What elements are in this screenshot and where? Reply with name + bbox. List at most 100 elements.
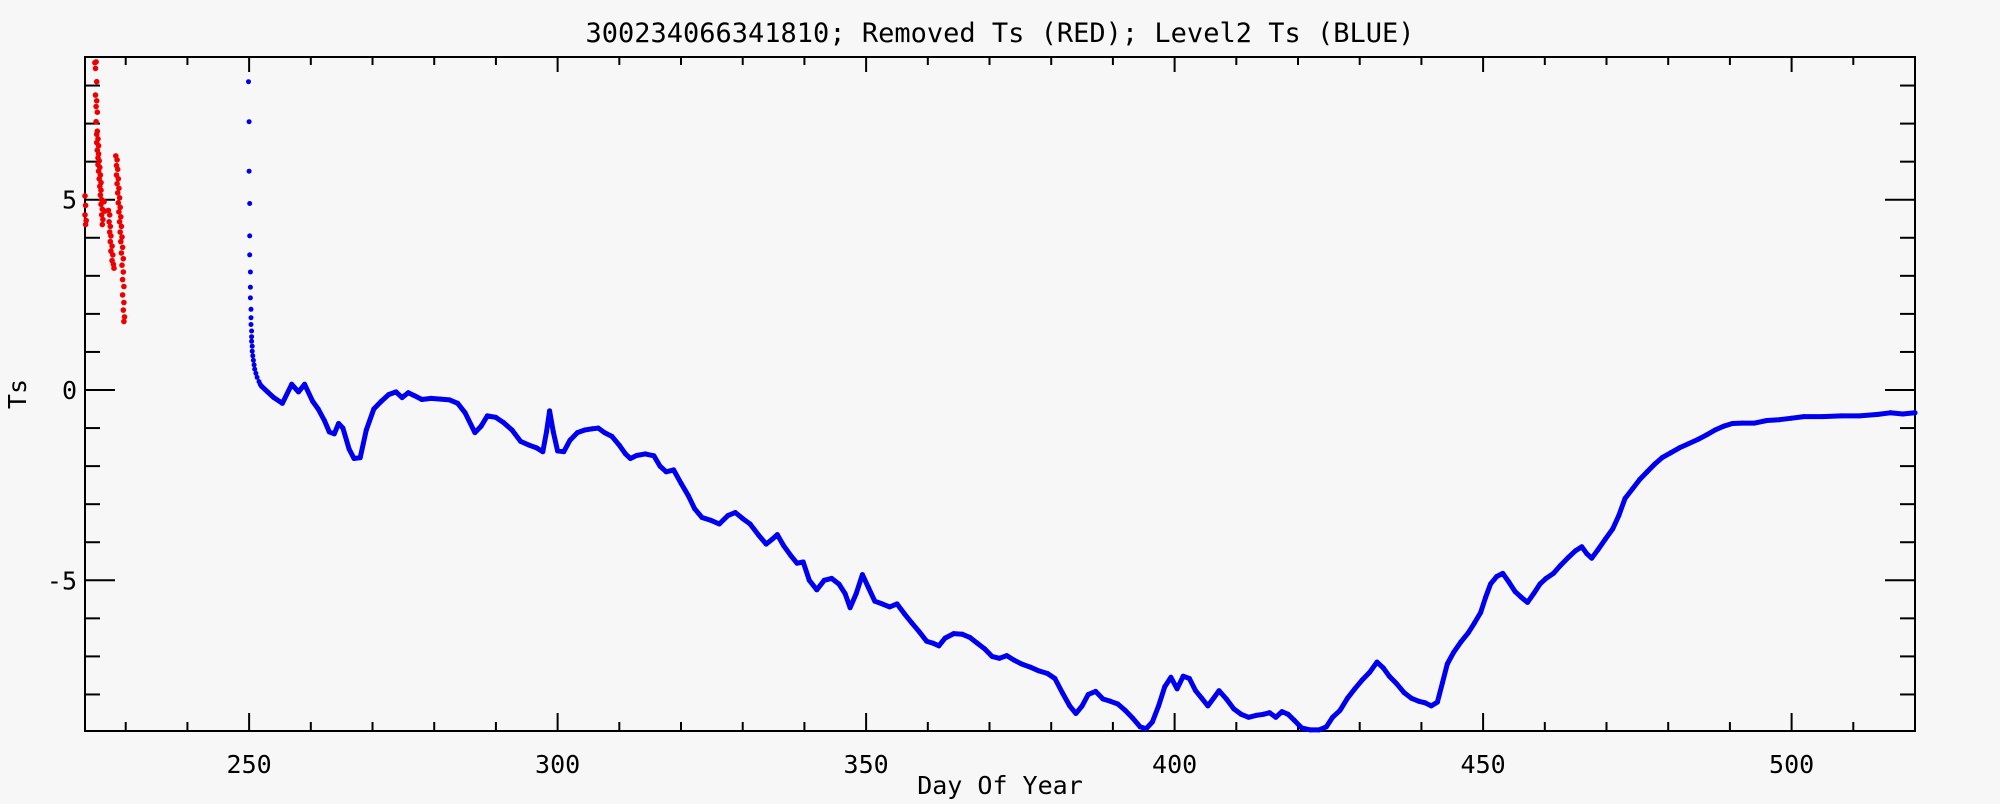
data-point <box>253 370 259 376</box>
data-point <box>310 398 316 404</box>
data-point <box>1156 703 1162 709</box>
data-point <box>634 453 640 458</box>
x-tick-label: 250 <box>227 750 272 779</box>
data-point <box>93 59 99 65</box>
data-point <box>716 521 722 527</box>
data-point <box>951 631 957 637</box>
data-point <box>1073 711 1079 716</box>
data-point <box>336 421 342 426</box>
data-point <box>901 611 907 617</box>
series-line <box>259 381 1918 733</box>
data-point <box>1912 410 1918 416</box>
data-point <box>247 284 253 290</box>
data-point <box>806 577 812 583</box>
data-point <box>493 414 499 420</box>
data-point <box>249 338 255 344</box>
data-point <box>1900 411 1906 417</box>
data-point <box>252 366 258 372</box>
data-point <box>100 216 106 223</box>
data-point <box>1739 420 1745 426</box>
data-point <box>692 506 698 512</box>
data-point <box>393 389 399 395</box>
data-point <box>1712 427 1718 433</box>
data-point <box>247 269 253 275</box>
data-point <box>363 427 369 433</box>
data-point <box>1451 650 1456 656</box>
data-point <box>1789 415 1795 421</box>
data-point <box>1162 684 1168 690</box>
data-point <box>959 631 965 637</box>
data-point <box>1036 668 1042 674</box>
data-point <box>1801 414 1807 420</box>
data-point <box>989 653 995 659</box>
data-point <box>642 451 648 457</box>
data-point <box>119 244 126 251</box>
data-point <box>1764 418 1770 423</box>
data-point <box>346 446 352 452</box>
data-point <box>82 193 88 199</box>
data-point <box>1573 548 1579 554</box>
data-point <box>93 131 100 138</box>
data-point <box>120 255 127 262</box>
data-point <box>119 234 125 240</box>
data-point <box>1537 581 1543 587</box>
data-point <box>589 426 595 432</box>
data-point <box>555 448 561 454</box>
data-point <box>98 212 105 218</box>
data-point <box>114 180 120 187</box>
data-point <box>1261 711 1266 717</box>
x-tick-label: 450 <box>1461 750 1506 779</box>
data-point <box>747 521 753 527</box>
data-point <box>106 212 113 218</box>
data-point <box>756 532 762 538</box>
data-point <box>250 353 256 359</box>
data-point <box>121 318 127 325</box>
data-point <box>814 587 820 593</box>
data-point <box>105 207 112 214</box>
data-point <box>371 406 377 412</box>
data-point <box>93 98 100 104</box>
data-point <box>1143 726 1149 732</box>
data-point <box>1488 581 1493 587</box>
data-point <box>121 299 127 306</box>
data-point <box>1079 703 1085 709</box>
data-point <box>1401 690 1407 696</box>
data-point <box>1820 414 1825 420</box>
plot-border <box>84 56 1916 732</box>
data-point <box>92 65 99 72</box>
data-point <box>780 542 786 548</box>
data-point <box>1584 551 1590 557</box>
data-point <box>763 541 769 547</box>
data-point <box>118 214 124 220</box>
data-point <box>1409 695 1414 701</box>
data-point <box>1685 441 1691 447</box>
data-point <box>115 200 122 206</box>
data-point <box>1518 594 1524 600</box>
data-point <box>574 430 580 436</box>
data-point <box>94 109 101 115</box>
data-point <box>351 456 357 461</box>
data-point <box>419 397 425 402</box>
data-point <box>82 202 89 209</box>
data-point <box>708 517 714 523</box>
chart-title: 300234066341810; Removed Ts (RED); Level… <box>585 18 1414 49</box>
data-point <box>725 513 731 519</box>
data-point <box>118 238 124 245</box>
data-point <box>97 192 104 198</box>
data-point <box>974 640 980 646</box>
data-point <box>1525 599 1530 605</box>
data-point <box>1115 701 1121 707</box>
data-point <box>1472 620 1477 626</box>
data-point <box>1316 727 1322 733</box>
data-point <box>107 223 114 230</box>
data-point <box>83 217 89 224</box>
data-point <box>651 453 657 459</box>
data-point <box>114 190 121 196</box>
data-point <box>247 252 253 258</box>
data-point <box>518 438 524 444</box>
data-point <box>1644 469 1650 475</box>
data-point <box>114 166 121 173</box>
data-point <box>1458 639 1464 645</box>
data-point <box>1093 688 1099 694</box>
